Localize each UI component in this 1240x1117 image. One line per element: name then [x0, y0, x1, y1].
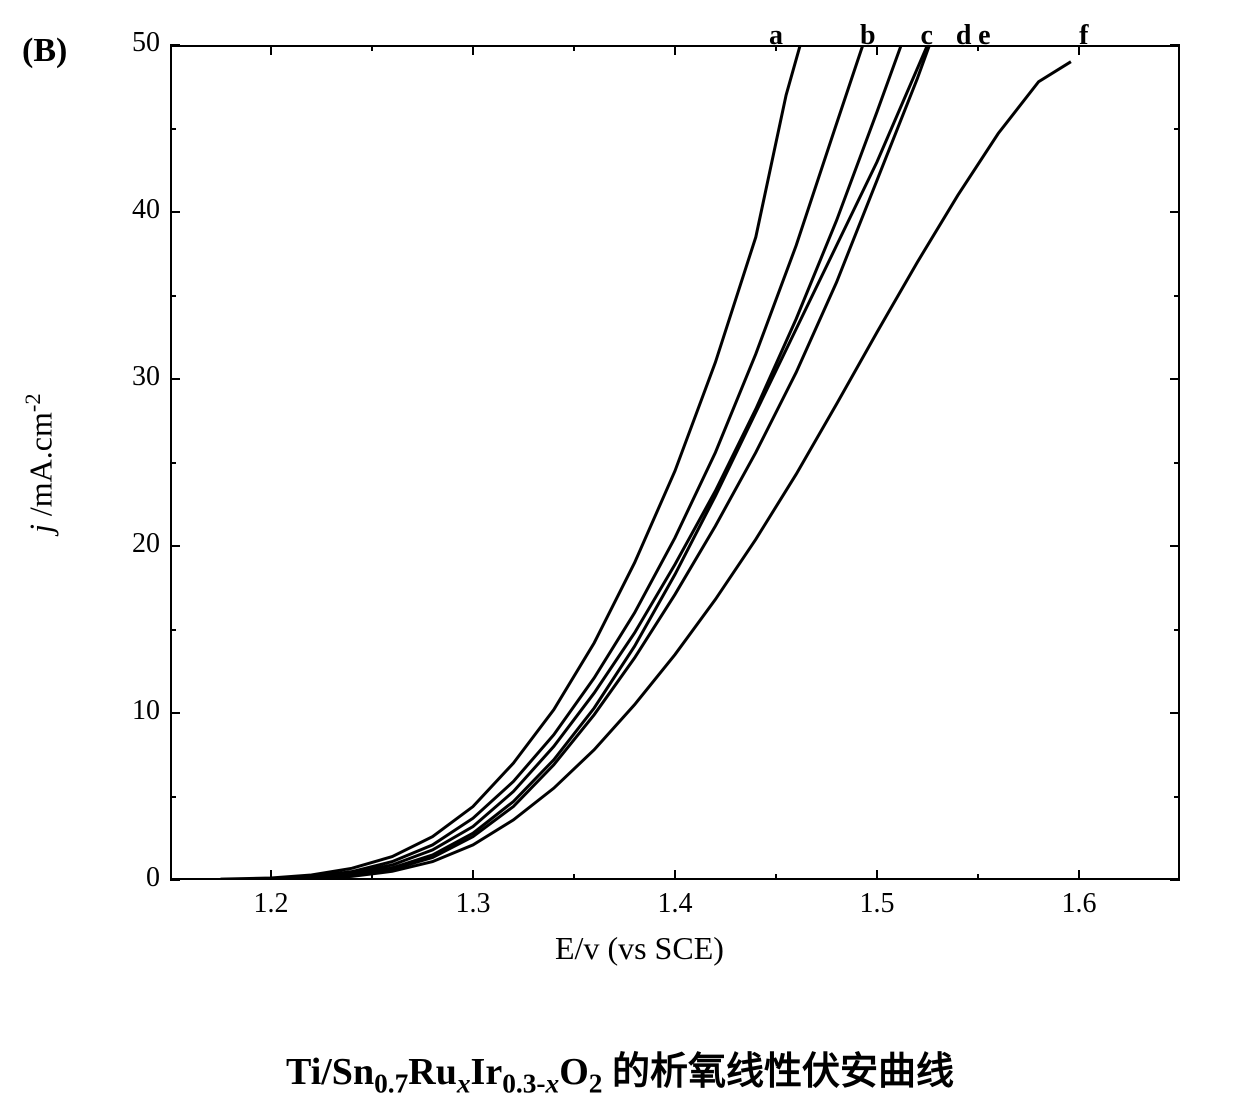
y-tick-label: 20: [100, 528, 160, 560]
tick: [573, 874, 575, 880]
tick: [1174, 128, 1180, 130]
series-label-d: d: [956, 20, 972, 52]
tick: [472, 45, 474, 55]
curve-f: [221, 62, 1071, 880]
tick: [1174, 462, 1180, 464]
y-axis-label: j /mA.cm-2: [20, 393, 60, 533]
x-tick-label: 1.4: [635, 888, 715, 920]
curve-e: [221, 45, 930, 880]
tick: [371, 874, 373, 880]
tick: [170, 462, 176, 464]
x-tick-label: 1.6: [1039, 888, 1119, 920]
tick: [876, 870, 878, 880]
caption: Ti/Sn0.7RuxIr0.3-xO2 的析氧线性伏安曲线: [0, 1040, 1240, 1100]
tick: [573, 45, 575, 51]
y-tick-label: 0: [100, 862, 160, 894]
tick: [775, 874, 777, 880]
tick: [371, 45, 373, 51]
tick: [170, 712, 180, 714]
x-tick-label: 1.3: [433, 888, 513, 920]
y-tick-label: 10: [100, 695, 160, 727]
tick: [1170, 211, 1180, 213]
y-tick-label: 30: [100, 361, 160, 393]
x-tick-label: 1.5: [837, 888, 917, 920]
x-tick-label: 1.2: [231, 888, 311, 920]
tick: [1170, 712, 1180, 714]
y-tick-label: 40: [100, 194, 160, 226]
tick: [1170, 44, 1180, 46]
series-label-a: a: [769, 20, 783, 52]
series-label-e: e: [978, 20, 990, 52]
x-axis-label: E/v (vs SCE): [555, 930, 724, 967]
tick: [1170, 879, 1180, 881]
tick: [170, 295, 176, 297]
tick: [1174, 295, 1180, 297]
tick: [674, 45, 676, 55]
tick: [170, 796, 176, 798]
tick: [270, 870, 272, 880]
tick: [1174, 629, 1180, 631]
tick: [674, 870, 676, 880]
series-label-f: f: [1079, 20, 1088, 52]
tick: [170, 44, 180, 46]
tick: [977, 874, 979, 880]
tick: [1170, 545, 1180, 547]
tick: [472, 870, 474, 880]
figure-container: (B) Ti/Sn0.7RuxIr0.3-xO2 的析氧线性伏安曲线 1.21.…: [0, 0, 1240, 1117]
tick: [1170, 378, 1180, 380]
tick: [170, 378, 180, 380]
tick: [170, 545, 180, 547]
tick: [270, 45, 272, 55]
tick: [1174, 796, 1180, 798]
tick: [170, 629, 176, 631]
tick: [170, 879, 180, 881]
series-label-b: b: [860, 20, 876, 52]
curve-b: [221, 45, 863, 880]
y-tick-label: 50: [100, 27, 160, 59]
tick: [876, 45, 878, 55]
tick: [1078, 870, 1080, 880]
tick: [170, 128, 176, 130]
tick: [170, 211, 180, 213]
curve-a: [221, 45, 801, 879]
series-label-c: c: [921, 20, 933, 52]
